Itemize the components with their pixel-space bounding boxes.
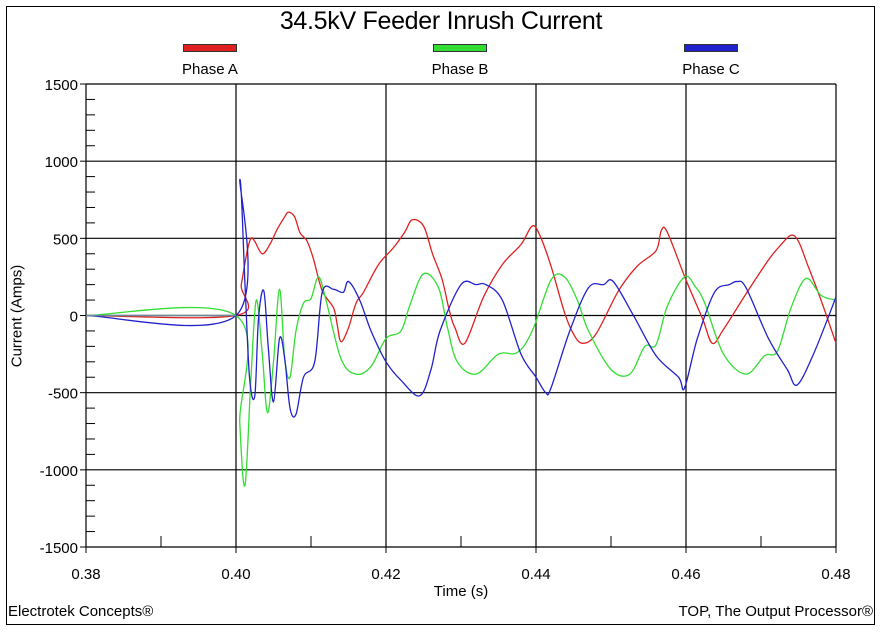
x-tick-label: 0.38 [71,566,100,583]
y-tick-label: -1500 [40,540,78,557]
legend-label-phase-b: Phase B [431,61,489,78]
y-tick-label: 500 [53,231,78,248]
phase-b-trace [85,272,837,487]
legend-label-phase-a: Phase A [182,61,238,78]
x-tick-label: 0.48 [821,566,850,583]
legend-swatch-phase-a [183,44,237,52]
legend-swatch-phase-c [684,44,738,52]
legend-item-phase-a: Phase A [150,44,270,78]
x-axis-label: Time (s) [433,583,489,600]
y-axis-label: Current (Amps) [8,264,26,368]
footer-credit-right: TOP, The Output Processor® [678,603,873,620]
chart-frame [6,6,875,625]
legend-item-phase-c: Phase C [651,44,771,78]
phase-c-trace [85,179,837,418]
y-tick-label: -1000 [40,463,78,480]
phase-a-trace [85,211,837,345]
x-tick-label: 0.40 [221,566,250,583]
legend-swatch-phase-b [433,44,487,52]
legend-item-phase-b: Phase B [400,44,520,78]
x-tick-label: 0.46 [671,566,700,583]
legend-label-phase-c: Phase C [682,61,740,78]
y-tick-label: 1500 [45,77,78,94]
y-tick-label: -500 [48,386,78,403]
chart-title: 34.5kV Feeder Inrush Current [279,7,603,35]
footer-credit-left: Electrotek Concepts® [8,603,154,620]
y-tick-label: 1000 [45,154,78,171]
x-tick-label: 0.44 [521,566,550,583]
x-tick-label: 0.42 [371,566,400,583]
y-tick-label: 0 [70,309,78,326]
